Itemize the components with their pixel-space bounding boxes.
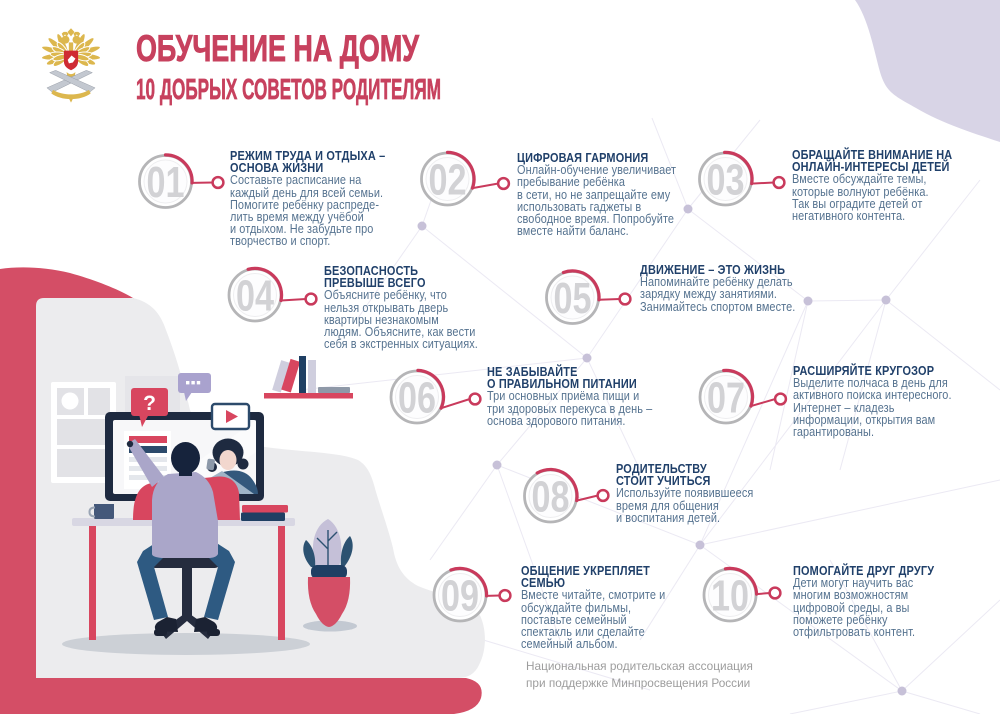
svg-text:07: 07 <box>707 374 745 423</box>
svg-text:03: 03 <box>707 156 745 205</box>
svg-text:ОБУЧЕНИЕ НА ДОМУ: ОБУЧЕНИЕ НА ДОМУ <box>136 27 419 69</box>
svg-text:?: ? <box>143 392 156 415</box>
svg-text:04: 04 <box>236 272 274 321</box>
svg-text:09: 09 <box>441 572 479 621</box>
svg-text:05: 05 <box>554 274 592 323</box>
svg-text:01: 01 <box>147 158 185 207</box>
svg-text:10 ДОБРЫХ СОВЕТОВ РОДИТЕЛЯМ: 10 ДОБРЫХ СОВЕТОВ РОДИТЕЛЯМ <box>136 74 441 106</box>
svg-text:02: 02 <box>429 156 467 205</box>
svg-text:10: 10 <box>711 572 749 621</box>
svg-text:06: 06 <box>398 374 436 423</box>
svg-text:08: 08 <box>532 473 570 522</box>
